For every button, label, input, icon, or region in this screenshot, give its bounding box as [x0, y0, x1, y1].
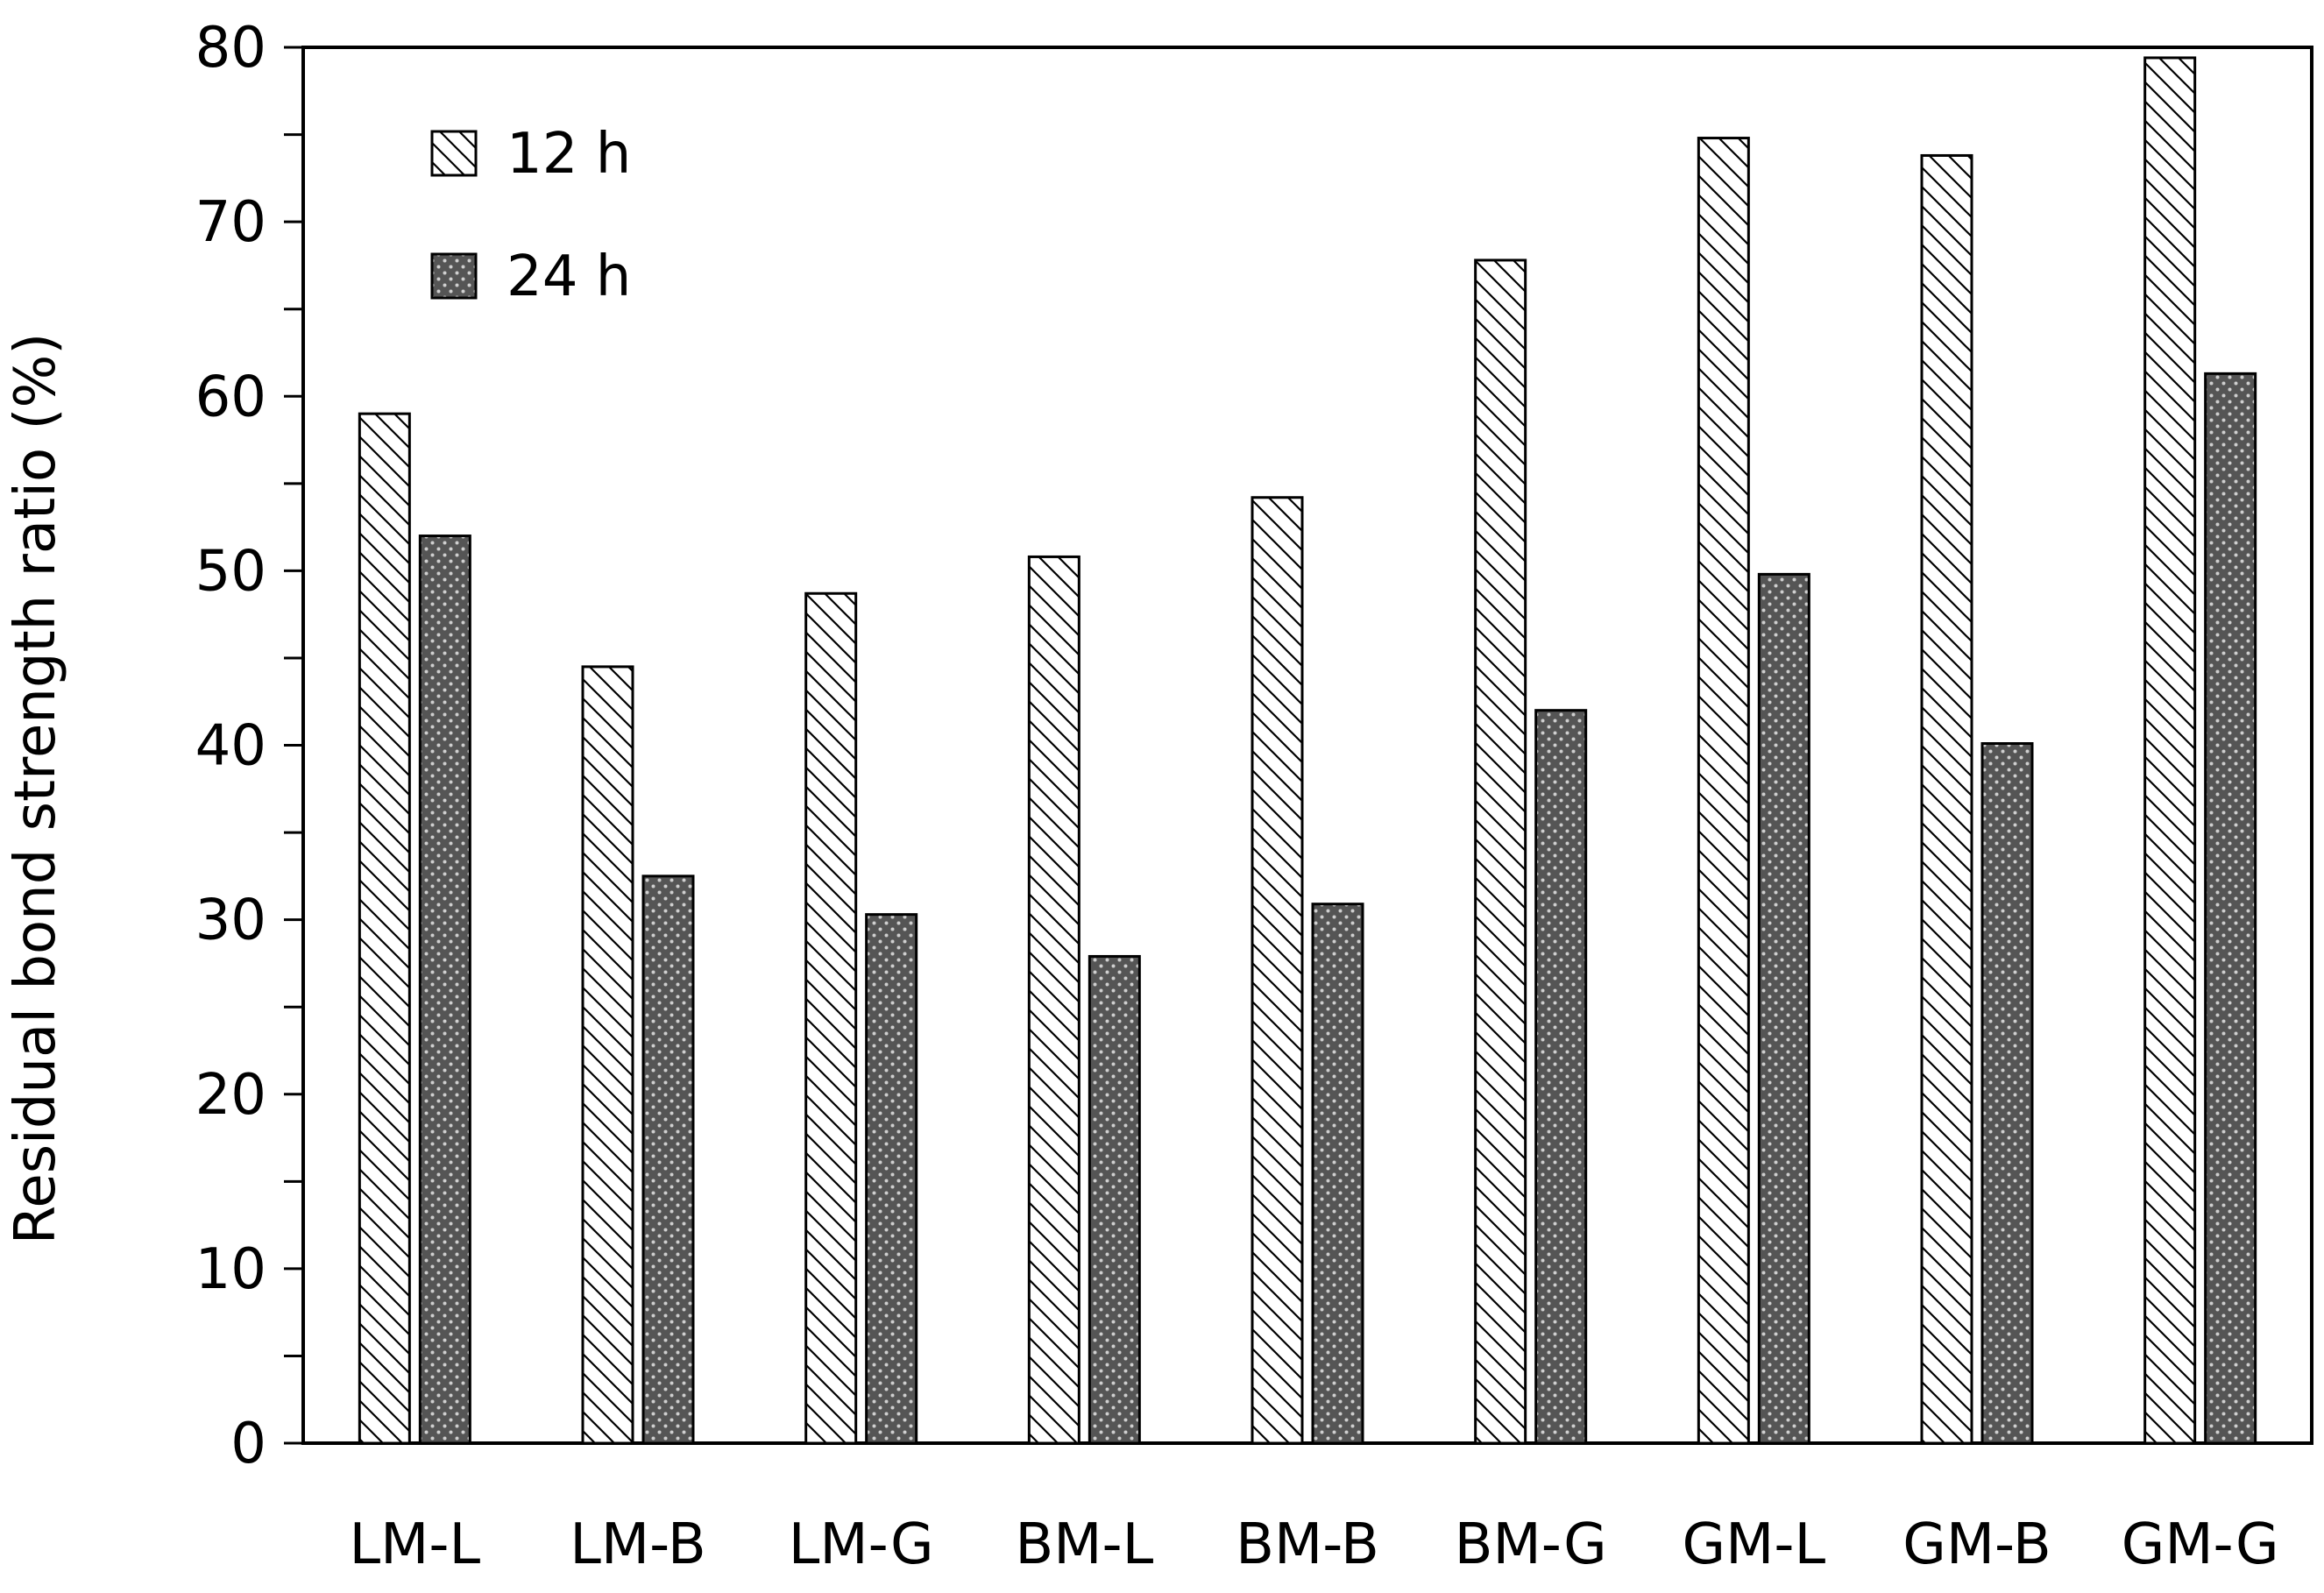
bar-24h-gm-g [2204, 372, 2257, 1445]
legend-swatch-12h [430, 130, 478, 177]
y-tick-label: 50 [195, 539, 266, 604]
x-category-label: LM-B [570, 1512, 706, 1577]
bar-24h-lm-g [865, 913, 918, 1445]
y-tick-label: 20 [195, 1063, 266, 1128]
y-tick-label: 0 [230, 1412, 266, 1476]
legend-swatch-24h [430, 252, 478, 300]
bar-24h-bm-b [1311, 903, 1364, 1445]
y-tick-label: 70 [195, 190, 266, 255]
bar-24h-bm-g [1534, 709, 1588, 1445]
legend-label-12h: 12 h [507, 122, 631, 187]
bar-24h-bm-l [1088, 954, 1141, 1445]
bar-12h-bm-l [1027, 555, 1081, 1445]
x-category-label: GM-G [2122, 1512, 2279, 1577]
bar-12h-bm-g [1474, 258, 1527, 1445]
bar-24h-lm-b [641, 874, 695, 1445]
x-category-label: BM-G [1455, 1512, 1607, 1577]
x-category-label: BM-L [1015, 1512, 1153, 1577]
y-tick-label: 30 [195, 889, 266, 953]
y-tick-label: 10 [195, 1237, 266, 1302]
bar-12h-lm-l [358, 412, 411, 1445]
x-category-label: LM-G [789, 1512, 934, 1577]
legend: 12 h 24 h [430, 122, 631, 309]
bar-24h-lm-l [418, 535, 471, 1445]
bar-12h-lm-b [581, 665, 634, 1445]
x-category-label: LM-L [350, 1512, 481, 1577]
y-tick-label: 40 [195, 714, 266, 779]
bars [358, 56, 2257, 1445]
y-tick-label: 80 [195, 16, 266, 81]
bar-12h-gm-g [2143, 56, 2197, 1445]
bar-12h-gm-b [1920, 153, 1973, 1445]
x-category-label: GM-B [1902, 1512, 2051, 1577]
bar-12h-lm-g [804, 591, 858, 1445]
bar-24h-gm-b [1980, 742, 2034, 1445]
x-category-label: BM-B [1236, 1512, 1379, 1577]
bar-24h-gm-l [1757, 572, 1810, 1445]
y-tick-label: 60 [195, 365, 266, 429]
bar-12h-gm-l [1697, 137, 1750, 1445]
y-axis-title: Residual bond strength ratio (%) [4, 333, 68, 1245]
x-axis: LM-L LM-B LM-G BM-L BM-B BM-G GM-L GM-B GM-G [350, 1512, 2279, 1577]
legend-label-24h: 24 h [507, 244, 631, 309]
x-category-label: GM-L [1683, 1512, 1826, 1577]
bar-12h-bm-b [1251, 496, 1304, 1445]
y-axis: 0 10 20 30 40 50 60 70 80 [195, 16, 303, 1476]
